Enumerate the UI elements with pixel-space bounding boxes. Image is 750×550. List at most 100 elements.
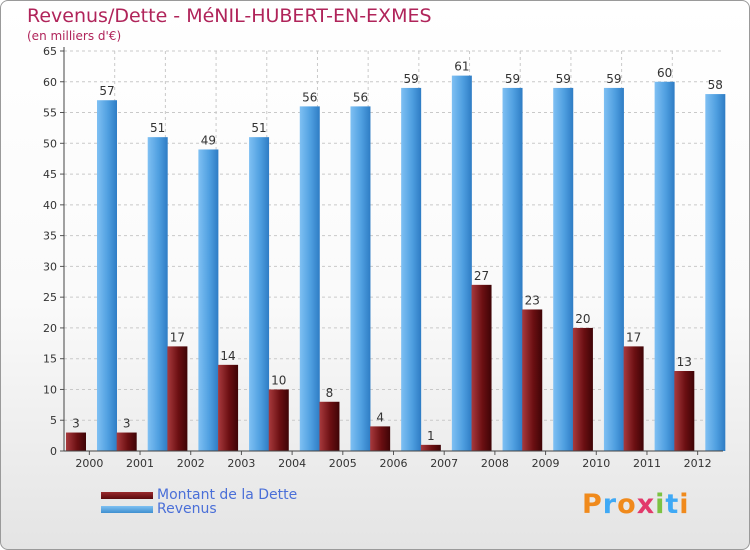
x-tick-label: 2011 bbox=[633, 457, 661, 470]
bar-revenus bbox=[654, 81, 675, 452]
x-tick-label: 2012 bbox=[684, 457, 712, 470]
value-label-revenus: 57 bbox=[99, 84, 114, 98]
value-label-dette: 3 bbox=[123, 417, 131, 431]
chart-subtitle: (en milliers d'€) bbox=[27, 29, 122, 43]
bar-revenus bbox=[553, 87, 574, 451]
logo-letter: i bbox=[655, 489, 666, 520]
value-label-dette: 23 bbox=[525, 293, 540, 307]
bars bbox=[66, 75, 726, 452]
logo-letter: r bbox=[602, 489, 618, 520]
bar-dette bbox=[370, 426, 391, 451]
x-tick-label: 2003 bbox=[227, 457, 255, 470]
logo-letter: o bbox=[617, 489, 637, 520]
logo-letter: i bbox=[679, 489, 690, 520]
bar-revenus bbox=[451, 75, 472, 451]
bar-dette bbox=[268, 389, 289, 451]
legend-label-revenus: Revenus bbox=[157, 501, 217, 517]
bar-dette bbox=[116, 432, 137, 451]
x-tick-label: 2008 bbox=[481, 457, 509, 470]
value-label-dette: 27 bbox=[474, 269, 489, 283]
x-tick-label: 2001 bbox=[126, 457, 154, 470]
value-label-revenus: 59 bbox=[556, 72, 571, 86]
bar-dette bbox=[674, 371, 695, 451]
logo-letter: t bbox=[665, 489, 680, 520]
value-label-dette: 14 bbox=[220, 349, 235, 363]
y-tick-label: 10 bbox=[43, 383, 57, 396]
y-tick-label: 65 bbox=[43, 45, 57, 58]
value-label-revenus: 56 bbox=[302, 90, 317, 104]
x-tick-label: 2006 bbox=[380, 457, 408, 470]
bar-revenus bbox=[198, 149, 219, 451]
value-label-dette: 17 bbox=[626, 330, 641, 344]
legend-item-dette: Montant de la Dette bbox=[101, 487, 297, 503]
value-labels: 3 57 3 51 17 49 14 51 10 56 8 56 4 59 1 61 27 59 23 59 20 59 1… bbox=[72, 60, 723, 443]
y-tick-label: 35 bbox=[43, 230, 57, 243]
y-tick-label: 45 bbox=[43, 168, 57, 181]
bar-revenus bbox=[249, 137, 270, 451]
bar-revenus bbox=[299, 106, 320, 451]
value-label-dette: 20 bbox=[575, 312, 590, 326]
x-tick-label: 2007 bbox=[430, 457, 458, 470]
value-label-dette: 4 bbox=[376, 410, 384, 424]
x-tick-label: 2000 bbox=[75, 457, 103, 470]
bar-dette bbox=[218, 364, 239, 451]
axes: 0 5 10 15 20 25 30 35 40 45 50 55 60 65 2000 2001 2002 20… bbox=[43, 45, 723, 470]
value-label-dette: 3 bbox=[72, 417, 80, 431]
legend-swatch-revenus bbox=[101, 505, 153, 513]
y-tick-label: 55 bbox=[43, 107, 57, 120]
bar-revenus bbox=[401, 87, 422, 451]
x-tick-label: 2002 bbox=[177, 457, 205, 470]
value-label-dette: 10 bbox=[271, 373, 286, 387]
logo-letter: x bbox=[636, 489, 656, 520]
bar-revenus bbox=[350, 106, 371, 451]
proxiti-logo: Proxiti bbox=[582, 489, 690, 520]
value-label-revenus: 49 bbox=[201, 133, 216, 147]
chart-title: Revenus/Dette - MéNIL-HUBERT-EN-EXMES bbox=[27, 5, 432, 27]
value-label-dette: 13 bbox=[677, 355, 692, 369]
legend-swatch-dette bbox=[101, 491, 153, 499]
y-tick-label: 40 bbox=[43, 199, 57, 212]
y-tick-label: 25 bbox=[43, 291, 57, 304]
bar-dette bbox=[522, 309, 543, 451]
value-label-revenus: 51 bbox=[150, 121, 165, 135]
y-tick-label: 50 bbox=[43, 137, 57, 150]
bar-revenus bbox=[705, 94, 726, 452]
value-label-dette: 17 bbox=[170, 330, 185, 344]
bar-revenus bbox=[502, 87, 523, 451]
bar-dette bbox=[420, 444, 441, 451]
y-tick-label: 20 bbox=[43, 322, 57, 335]
x-tick-label: 2009 bbox=[532, 457, 560, 470]
value-label-revenus: 59 bbox=[404, 72, 419, 86]
bar-revenus bbox=[147, 137, 168, 451]
value-label-revenus: 60 bbox=[657, 66, 672, 80]
bar-dette bbox=[66, 432, 86, 451]
value-label-revenus: 59 bbox=[606, 72, 621, 86]
value-label-revenus: 58 bbox=[708, 78, 723, 92]
value-label-revenus: 59 bbox=[505, 72, 520, 86]
bar-revenus bbox=[97, 100, 117, 451]
y-tick-label: 0 bbox=[50, 445, 57, 458]
logo-letter: P bbox=[582, 489, 603, 520]
y-tick-label: 5 bbox=[50, 414, 57, 427]
y-tick-label: 15 bbox=[43, 353, 57, 366]
bar-dette bbox=[623, 346, 644, 451]
x-tick-label: 2005 bbox=[329, 457, 357, 470]
value-label-revenus: 61 bbox=[454, 60, 469, 74]
value-label-revenus: 56 bbox=[353, 90, 368, 104]
bar-dette bbox=[572, 327, 593, 451]
value-label-dette: 8 bbox=[326, 386, 334, 400]
bar-dette bbox=[471, 284, 492, 451]
x-tick-label: 2004 bbox=[278, 457, 306, 470]
x-tick-label: 2010 bbox=[582, 457, 610, 470]
value-label-dette: 1 bbox=[427, 429, 435, 443]
legend-item-revenus: Revenus bbox=[101, 501, 217, 517]
bar-revenus bbox=[603, 87, 624, 451]
bar-dette bbox=[167, 346, 188, 451]
bar-dette bbox=[319, 401, 340, 451]
legend-label-dette: Montant de la Dette bbox=[157, 487, 298, 503]
value-label-revenus: 51 bbox=[251, 121, 266, 135]
y-tick-label: 60 bbox=[43, 76, 57, 89]
y-tick-label: 30 bbox=[43, 260, 57, 273]
